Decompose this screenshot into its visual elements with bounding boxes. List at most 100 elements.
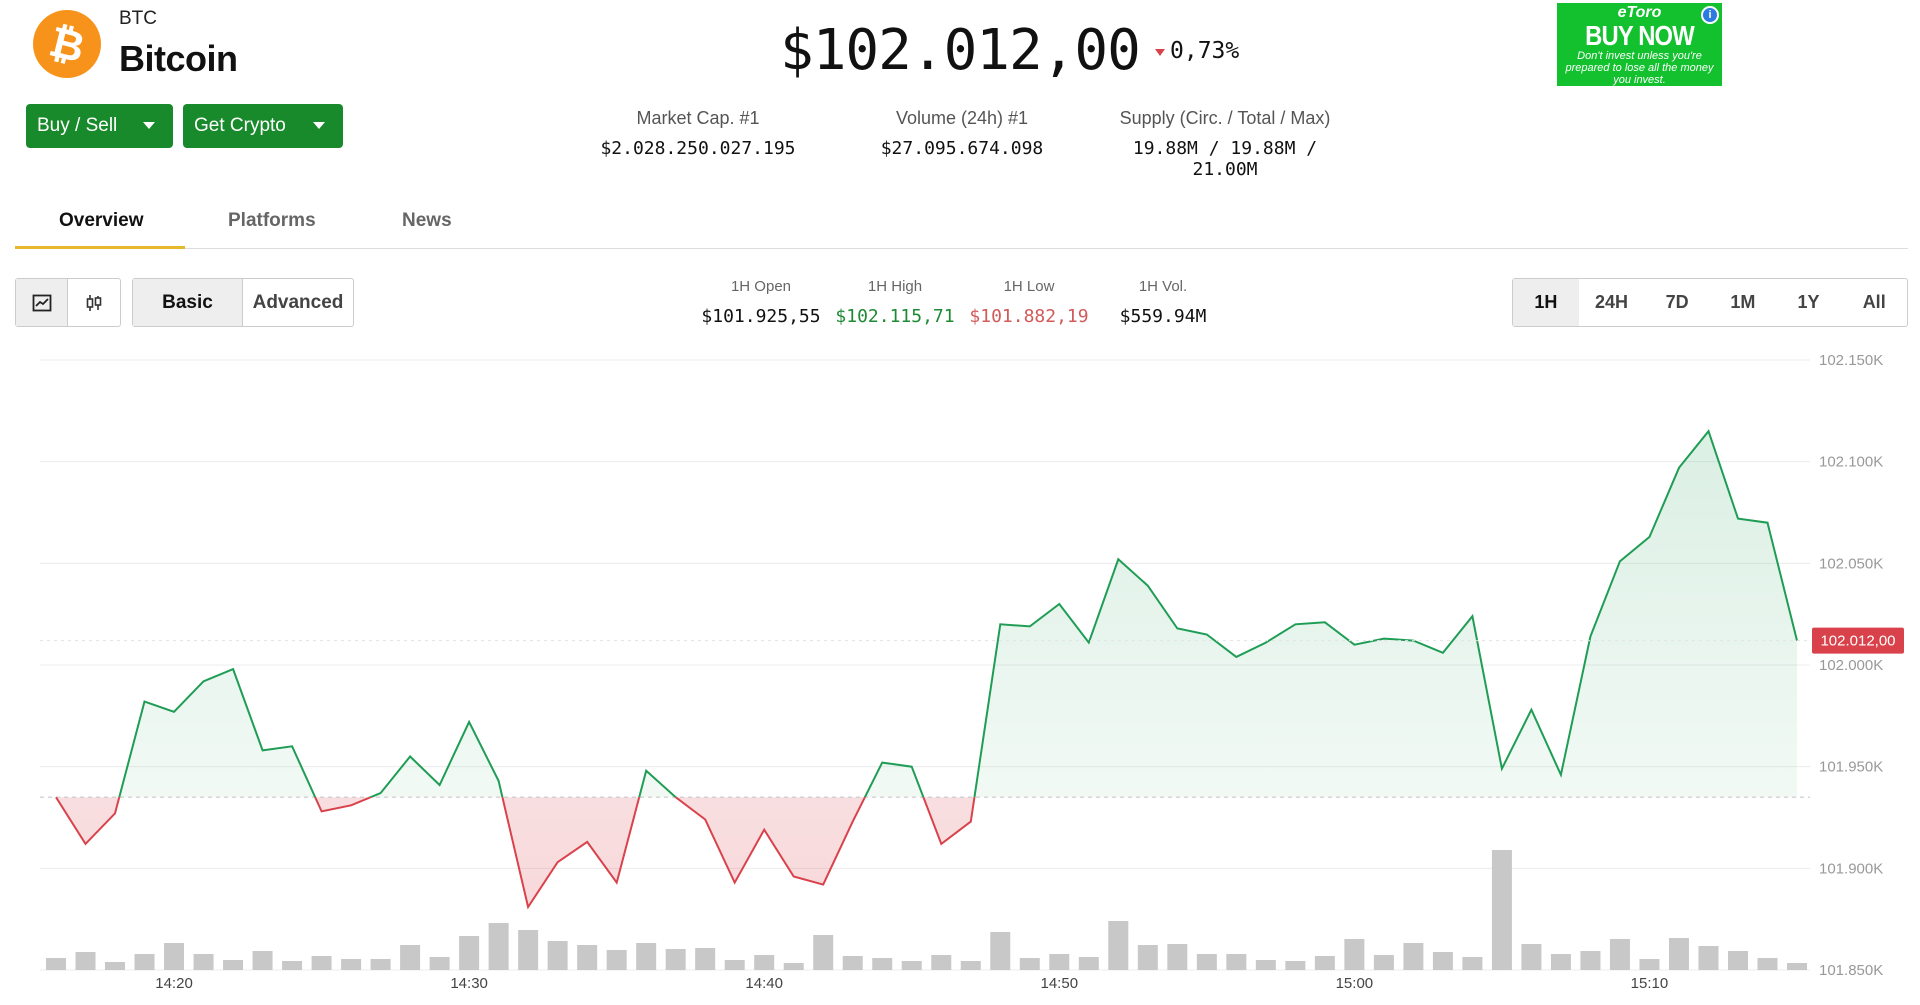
open-value: $101.925,55 bbox=[701, 306, 821, 327]
volume-bar bbox=[75, 952, 96, 970]
ad-info-icon[interactable]: i bbox=[1701, 6, 1719, 24]
volume-1h-value: $559.94M bbox=[1119, 306, 1207, 327]
volume-bar bbox=[518, 930, 539, 970]
volume-bar bbox=[1639, 959, 1660, 970]
price-line-down bbox=[55, 797, 976, 910]
volume-bar bbox=[1787, 963, 1807, 970]
volume-bar bbox=[1462, 957, 1483, 970]
volume-bar bbox=[1757, 958, 1778, 970]
volume-label: Volume (24h) #1 bbox=[895, 108, 1029, 128]
volume-bar bbox=[1403, 943, 1424, 970]
volume-bar bbox=[341, 959, 362, 970]
area-below-baseline bbox=[56, 797, 1797, 907]
current-price: $102.012,00 bbox=[780, 18, 1141, 83]
y-tick-label: 101.850K bbox=[1819, 962, 1883, 979]
market-cap-label: Market Cap. #1 bbox=[636, 108, 760, 128]
active-tab-indicator bbox=[15, 246, 185, 249]
volume-bar bbox=[1727, 951, 1748, 970]
x-tick-label: 14:30 bbox=[450, 975, 488, 992]
range-1h[interactable]: 1H bbox=[1513, 279, 1579, 326]
volume-bar bbox=[46, 958, 66, 970]
x-tick-label: 14:20 bbox=[155, 975, 193, 992]
candlestick-button[interactable] bbox=[68, 279, 120, 326]
volume-bar bbox=[400, 945, 421, 970]
volume-bar bbox=[1491, 850, 1512, 970]
volume-bar bbox=[724, 960, 745, 970]
volume-bar bbox=[1314, 956, 1335, 970]
volume-bar bbox=[193, 954, 214, 970]
supply-value: 19.88M / 19.88M / 21.00M bbox=[1132, 138, 1318, 180]
price-down-arrow-icon bbox=[1155, 49, 1165, 56]
volume-value: $27.095.674.098 bbox=[880, 138, 1044, 159]
volume-bar bbox=[783, 963, 804, 970]
volume-bar bbox=[1196, 954, 1217, 970]
volume-bar bbox=[665, 949, 686, 970]
volume-bar bbox=[223, 960, 244, 970]
volume-bar bbox=[459, 936, 480, 970]
range-1y[interactable]: 1Y bbox=[1797, 292, 1820, 312]
get-crypto-label: Get Crypto bbox=[194, 115, 286, 136]
volume-bar bbox=[1108, 921, 1129, 970]
volume-bar bbox=[1019, 958, 1040, 970]
volume-bar bbox=[842, 956, 863, 970]
volume-bar bbox=[1609, 939, 1630, 970]
volume-bar bbox=[282, 961, 303, 970]
volume-bar bbox=[1521, 944, 1542, 970]
volume-bar bbox=[1698, 946, 1719, 970]
low-value: $101.882,19 bbox=[969, 306, 1089, 327]
x-tick-label: 15:10 bbox=[1631, 975, 1669, 992]
advanced-mode-button[interactable]: Advanced bbox=[252, 291, 344, 313]
bitcoin-logo-icon: ₿ bbox=[33, 10, 101, 78]
tab-overview[interactable]: Overview bbox=[59, 210, 144, 231]
y-tick-label: 102.150K bbox=[1819, 352, 1883, 369]
candlestick-icon bbox=[86, 294, 102, 311]
volume-bar bbox=[1432, 952, 1453, 970]
volume-bar bbox=[1550, 954, 1571, 970]
volume-bar bbox=[547, 941, 568, 970]
volume-bar bbox=[1137, 945, 1158, 970]
volume-bar bbox=[1078, 957, 1099, 970]
range-24h[interactable]: 24H bbox=[1594, 292, 1629, 312]
price-change-percent: 0,73% bbox=[1170, 38, 1240, 64]
range-all[interactable]: All bbox=[1862, 292, 1886, 312]
ad-banner[interactable]: eToro BUY NOW Don't invest unless you're… bbox=[1557, 3, 1722, 86]
volume-bar bbox=[134, 954, 155, 970]
volume-bar bbox=[990, 932, 1011, 970]
area-above-baseline bbox=[119, 431, 1797, 798]
volume-bar bbox=[813, 935, 834, 970]
volume-bar bbox=[1255, 960, 1276, 970]
volume-bar bbox=[754, 955, 775, 970]
tab-platforms[interactable]: Platforms bbox=[228, 210, 316, 231]
y-tick-label: 101.950K bbox=[1819, 759, 1883, 776]
coin-symbol: BTC bbox=[119, 8, 157, 29]
x-tick-label: 14:50 bbox=[1041, 975, 1079, 992]
price-line-up bbox=[56, 429, 1798, 798]
y-tick-label: 102.000K bbox=[1819, 657, 1883, 674]
ad-brand: eToro bbox=[1617, 4, 1662, 21]
line-chart-button[interactable] bbox=[16, 279, 68, 326]
chevron-down-icon bbox=[313, 122, 325, 129]
x-tick-label: 14:40 bbox=[745, 975, 783, 992]
low-label: 1H Low bbox=[1003, 278, 1055, 295]
market-cap-value: $2.028.250.027.195 bbox=[600, 138, 796, 159]
line-chart-icon bbox=[32, 294, 51, 311]
range-1m[interactable]: 1M bbox=[1730, 292, 1756, 312]
coin-name: Bitcoin bbox=[119, 38, 238, 79]
range-7d[interactable]: 7D bbox=[1665, 292, 1689, 312]
volume-bar bbox=[1167, 944, 1188, 970]
volume-1h-label: 1H Vol. bbox=[1138, 278, 1188, 295]
price-chart[interactable]: 102.150K 102.100K 102.050K 102.000K 101.950K… bbox=[0, 340, 1920, 1005]
volume-bar bbox=[695, 948, 716, 970]
get-crypto-button[interactable]: Get Crypto bbox=[183, 104, 343, 148]
ad-headline: BUY NOW bbox=[1585, 20, 1695, 51]
basic-mode-button[interactable]: Basic bbox=[133, 279, 243, 326]
volume-bar bbox=[164, 943, 185, 970]
tab-news[interactable]: News bbox=[402, 210, 452, 231]
current-price-tag bbox=[1812, 627, 1904, 654]
volume-bar bbox=[429, 957, 450, 970]
volume-bar bbox=[872, 958, 893, 970]
buy-sell-button[interactable]: Buy / Sell bbox=[26, 104, 173, 148]
y-tick-label: 102.100K bbox=[1819, 454, 1883, 471]
volume-bar bbox=[1285, 961, 1306, 970]
high-label: 1H High bbox=[867, 278, 923, 295]
